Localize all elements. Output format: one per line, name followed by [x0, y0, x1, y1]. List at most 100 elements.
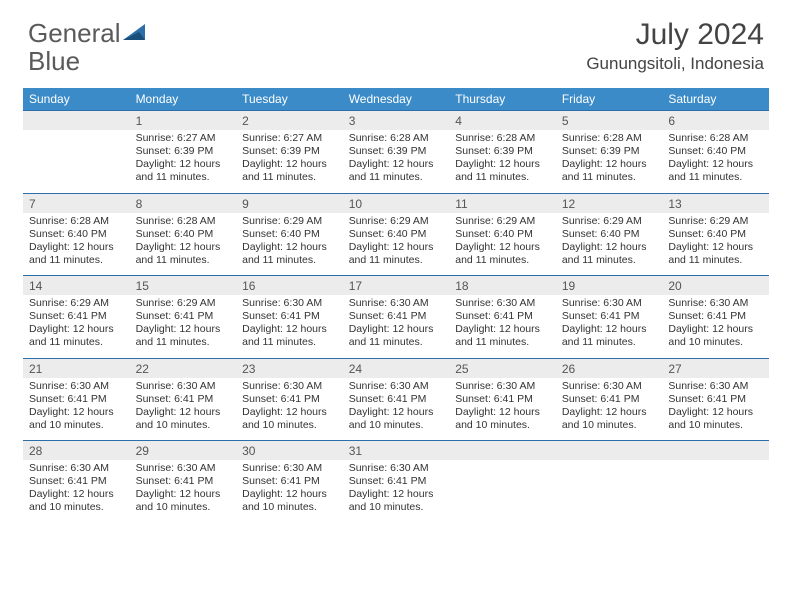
info-line: Daylight: 12 hours	[562, 406, 657, 419]
day-info: Sunrise: 6:28 AMSunset: 6:39 PMDaylight:…	[343, 130, 450, 193]
info-line: and 11 minutes.	[455, 336, 550, 349]
info-line: and 11 minutes.	[668, 254, 763, 267]
day-info: Sunrise: 6:30 AMSunset: 6:41 PMDaylight:…	[23, 460, 130, 523]
day-number: 12	[556, 193, 663, 213]
info-line: Sunset: 6:40 PM	[668, 145, 763, 158]
day-number: 6	[662, 111, 769, 131]
day-number: 16	[236, 276, 343, 296]
info-line: Daylight: 12 hours	[349, 488, 444, 501]
day-number: 2	[236, 111, 343, 131]
info-line: Sunset: 6:41 PM	[136, 393, 231, 406]
info-line: Sunset: 6:40 PM	[668, 228, 763, 241]
day-info	[449, 460, 556, 523]
info-line: and 11 minutes.	[562, 171, 657, 184]
weekday-header: Friday	[556, 88, 663, 111]
info-line: Sunrise: 6:27 AM	[136, 132, 231, 145]
day-info	[23, 130, 130, 193]
day-info	[556, 460, 663, 523]
info-line: Sunset: 6:41 PM	[349, 475, 444, 488]
info-line: Sunrise: 6:29 AM	[455, 215, 550, 228]
info-line: Sunrise: 6:28 AM	[668, 132, 763, 145]
day-number	[449, 441, 556, 461]
day-number: 10	[343, 193, 450, 213]
info-line: Daylight: 12 hours	[29, 241, 124, 254]
logo-triangle-icon	[123, 18, 149, 49]
info-line: Daylight: 12 hours	[136, 488, 231, 501]
day-info: Sunrise: 6:28 AMSunset: 6:40 PMDaylight:…	[662, 130, 769, 193]
info-line: Daylight: 12 hours	[455, 241, 550, 254]
info-line: Sunset: 6:41 PM	[29, 475, 124, 488]
info-line: Sunrise: 6:30 AM	[562, 297, 657, 310]
info-line: Sunset: 6:41 PM	[455, 393, 550, 406]
weekday-header: Saturday	[662, 88, 769, 111]
day-number: 1	[130, 111, 237, 131]
day-info: Sunrise: 6:27 AMSunset: 6:39 PMDaylight:…	[130, 130, 237, 193]
day-number: 25	[449, 358, 556, 378]
month-title: July 2024	[586, 18, 764, 52]
info-line: Daylight: 12 hours	[136, 241, 231, 254]
info-line: Daylight: 12 hours	[242, 323, 337, 336]
header: General July 2024 Gunungsitoli, Indonesi…	[0, 0, 792, 82]
info-line: Sunset: 6:39 PM	[136, 145, 231, 158]
info-line: Daylight: 12 hours	[242, 241, 337, 254]
day-info: Sunrise: 6:28 AMSunset: 6:40 PMDaylight:…	[23, 213, 130, 276]
day-number	[662, 441, 769, 461]
info-line: and 11 minutes.	[242, 171, 337, 184]
day-info: Sunrise: 6:30 AMSunset: 6:41 PMDaylight:…	[662, 295, 769, 358]
day-info: Sunrise: 6:27 AMSunset: 6:39 PMDaylight:…	[236, 130, 343, 193]
info-line: Sunrise: 6:30 AM	[455, 297, 550, 310]
info-line: Sunrise: 6:28 AM	[136, 215, 231, 228]
info-line: and 10 minutes.	[242, 501, 337, 514]
info-line: Sunset: 6:40 PM	[562, 228, 657, 241]
info-line: Daylight: 12 hours	[668, 241, 763, 254]
day-number: 14	[23, 276, 130, 296]
info-line: and 10 minutes.	[349, 501, 444, 514]
day-info: Sunrise: 6:30 AMSunset: 6:41 PMDaylight:…	[23, 378, 130, 441]
day-number	[23, 111, 130, 131]
info-line: Daylight: 12 hours	[668, 323, 763, 336]
info-line: Sunset: 6:41 PM	[668, 310, 763, 323]
info-line: Sunset: 6:40 PM	[349, 228, 444, 241]
day-number: 31	[343, 441, 450, 461]
day-info: Sunrise: 6:30 AMSunset: 6:41 PMDaylight:…	[449, 295, 556, 358]
day-info: Sunrise: 6:29 AMSunset: 6:40 PMDaylight:…	[236, 213, 343, 276]
day-number: 20	[662, 276, 769, 296]
weekday-header: Wednesday	[343, 88, 450, 111]
day-number: 21	[23, 358, 130, 378]
info-line: and 11 minutes.	[455, 254, 550, 267]
info-line: Daylight: 12 hours	[242, 488, 337, 501]
info-line: and 10 minutes.	[668, 336, 763, 349]
info-line: Daylight: 12 hours	[349, 158, 444, 171]
info-line: Sunset: 6:41 PM	[668, 393, 763, 406]
info-line: Sunrise: 6:28 AM	[349, 132, 444, 145]
info-line: and 10 minutes.	[349, 419, 444, 432]
weekday-header: Tuesday	[236, 88, 343, 111]
info-line: Daylight: 12 hours	[455, 406, 550, 419]
info-line: Sunrise: 6:28 AM	[562, 132, 657, 145]
info-line: and 11 minutes.	[349, 336, 444, 349]
day-info: Sunrise: 6:30 AMSunset: 6:41 PMDaylight:…	[343, 378, 450, 441]
info-line: Sunset: 6:41 PM	[562, 393, 657, 406]
info-line: Daylight: 12 hours	[562, 323, 657, 336]
info-line: and 11 minutes.	[29, 254, 124, 267]
info-line: Daylight: 12 hours	[668, 406, 763, 419]
info-line: Sunrise: 6:28 AM	[455, 132, 550, 145]
info-line: Daylight: 12 hours	[242, 406, 337, 419]
info-line: and 11 minutes.	[242, 254, 337, 267]
info-line: Sunset: 6:41 PM	[29, 310, 124, 323]
info-line: and 11 minutes.	[242, 336, 337, 349]
logo: General	[28, 18, 149, 49]
info-line: and 11 minutes.	[455, 171, 550, 184]
day-info: Sunrise: 6:28 AMSunset: 6:39 PMDaylight:…	[556, 130, 663, 193]
day-info: Sunrise: 6:29 AMSunset: 6:40 PMDaylight:…	[662, 213, 769, 276]
info-line: Sunrise: 6:30 AM	[242, 462, 337, 475]
info-line: Daylight: 12 hours	[136, 323, 231, 336]
info-line: Sunrise: 6:30 AM	[668, 297, 763, 310]
info-line: Daylight: 12 hours	[455, 323, 550, 336]
info-line: Sunrise: 6:29 AM	[668, 215, 763, 228]
title-block: July 2024 Gunungsitoli, Indonesia	[586, 18, 764, 74]
info-line: Daylight: 12 hours	[455, 158, 550, 171]
weekday-header: Thursday	[449, 88, 556, 111]
info-line: Daylight: 12 hours	[136, 158, 231, 171]
day-info: Sunrise: 6:30 AMSunset: 6:41 PMDaylight:…	[236, 460, 343, 523]
